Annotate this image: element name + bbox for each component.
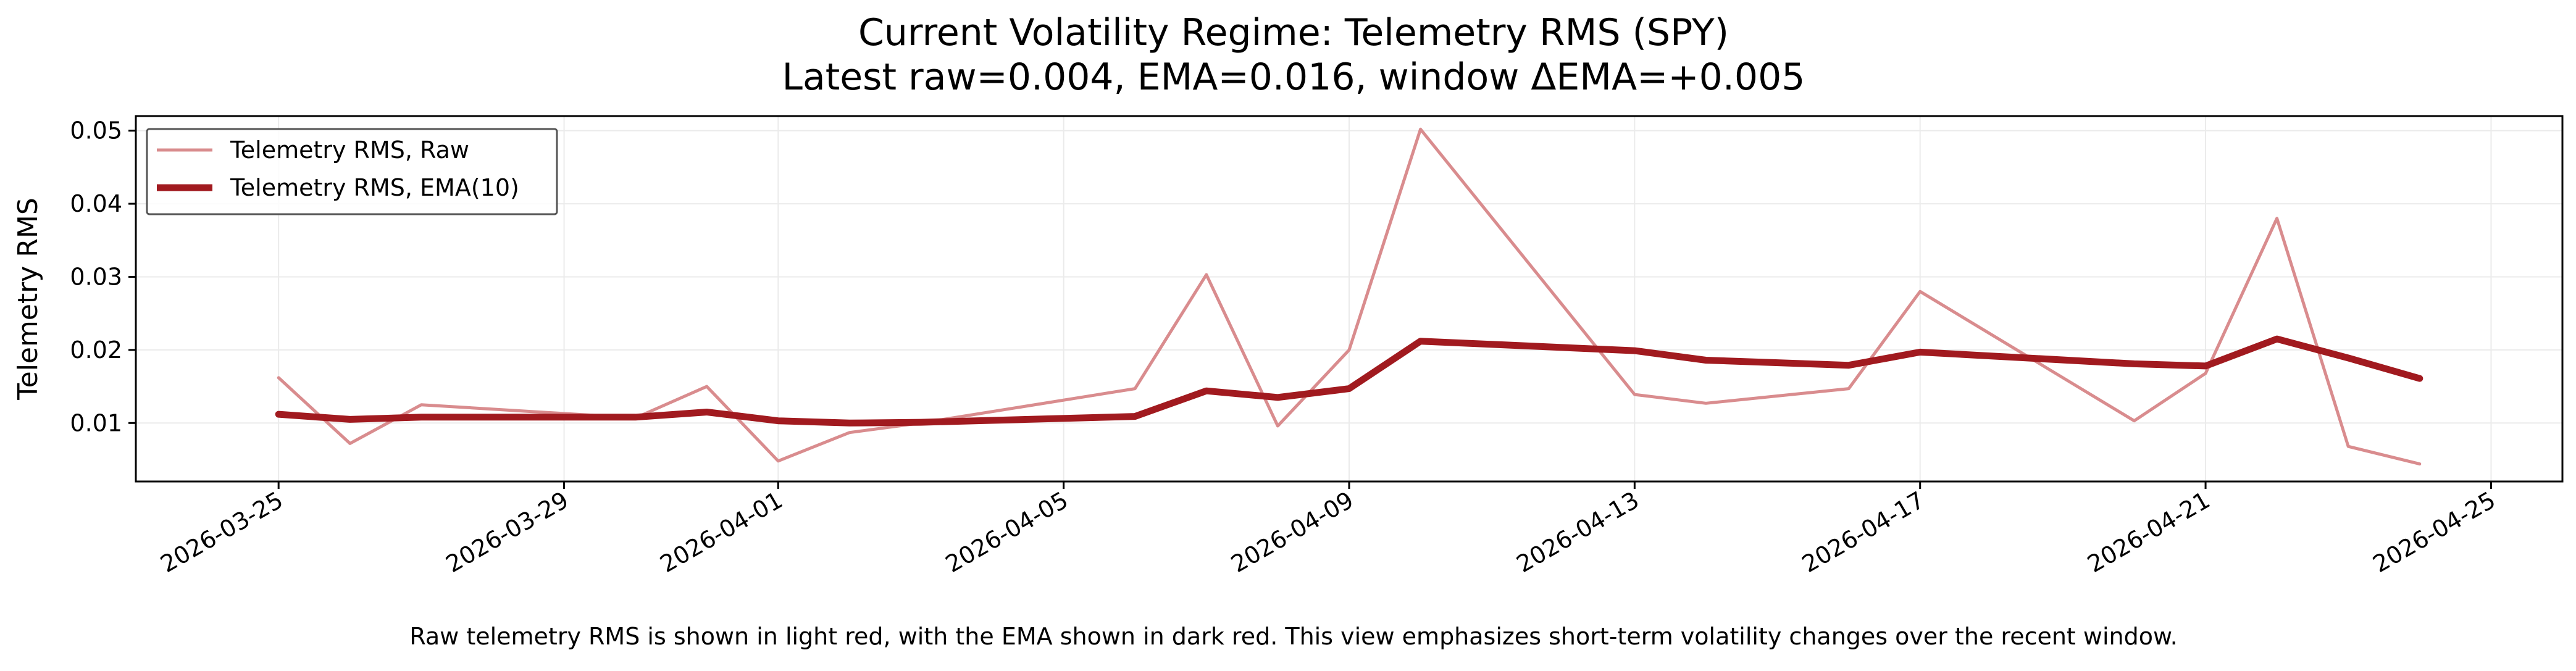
legend-label-ema: Telemetry RMS, EMA(10) (230, 174, 519, 201)
x-tick-label: 2026-04-25 (2369, 486, 2500, 578)
y-tick-label: 0.05 (70, 117, 122, 144)
legend-label-raw: Telemetry RMS, Raw (230, 136, 469, 164)
y-tick-label: 0.03 (70, 263, 122, 290)
x-tick-label: 2026-04-05 (941, 486, 1073, 578)
series-lines (275, 127, 2423, 466)
chart-title: Current Volatility Regime: Telemetry RMS… (858, 11, 1729, 54)
x-tick-label: 2026-03-25 (156, 486, 287, 578)
y-tick-label: 0.01 (70, 409, 122, 436)
x-tick-label: 2026-03-29 (441, 486, 573, 578)
x-tick-label: 2026-04-09 (1226, 486, 1358, 578)
y-tick-label: 0.04 (70, 190, 122, 217)
legend: Telemetry RMS, Raw Telemetry RMS, EMA(10… (146, 128, 558, 215)
y-axis-label: Telemetry RMS (12, 198, 44, 401)
y-tick-label: 0.02 (70, 336, 122, 364)
y-axis: 0.01 0.02 0.03 0.04 0.05 (70, 117, 136, 436)
x-axis: 2026-03-25 2026-03-29 2026-04-01 2026-04-05… (156, 481, 2500, 578)
legend-box (146, 128, 558, 215)
series-line-ema (275, 335, 2423, 427)
x-tick-label: 2026-04-21 (2083, 486, 2214, 578)
series-line-raw (277, 127, 2422, 466)
chart-subtitle: Latest raw=0.004, EMA=0.016, window ΔEMA… (782, 56, 1805, 99)
x-tick-label: 2026-04-01 (656, 486, 787, 578)
x-tick-label: 2026-04-17 (1797, 486, 1929, 578)
x-tick-label: 2026-04-13 (1512, 486, 1644, 578)
chart-caption: Raw telemetry RMS is shown in light red,… (409, 623, 2177, 650)
